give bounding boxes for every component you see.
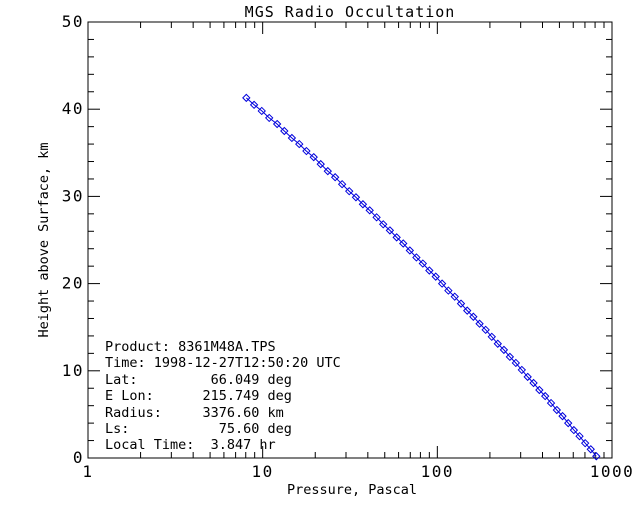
data-marker-diamond [418, 259, 428, 268]
data-marker-diamond [463, 306, 472, 315]
data-marker-diamond [450, 292, 459, 301]
data-marker-diamond [487, 332, 496, 341]
x-axis-label: Pressure, Pascal [286, 482, 418, 498]
data-marker-diamond [475, 319, 484, 328]
data-marker-diamond [412, 253, 421, 262]
data-marker-diamond [535, 385, 544, 395]
plot-box [87, 21, 613, 459]
data-marker-diamond [456, 299, 466, 308]
data-marker-diamond [511, 358, 521, 368]
data-line [245, 97, 597, 457]
data-marker-diamond [469, 312, 478, 321]
data-marker-diamond [546, 398, 556, 408]
data-marker-diamond [540, 391, 550, 401]
data-marker-diamond [444, 286, 453, 295]
y-tick-label: 10 [62, 361, 84, 380]
data-marker-diamond [358, 200, 368, 209]
data-marker-diamond [517, 365, 527, 375]
data-marker-diamond [563, 418, 573, 428]
data-marker-diamond [481, 325, 490, 335]
y-tick-label: 50 [62, 12, 84, 31]
data-marker-diamond [569, 425, 579, 435]
data-marker-diamond [302, 146, 311, 156]
y-tick-label: 30 [62, 186, 84, 205]
data-marker-diamond [499, 345, 509, 355]
x-tick-label: 100 [421, 462, 454, 481]
data-marker-diamond [295, 139, 304, 149]
data-marker-diamond [552, 405, 562, 415]
data-marker-diamond [372, 213, 381, 222]
annotation-line-product: Product: 8361M48A.TPS [105, 339, 276, 355]
y-tick-label: 40 [62, 99, 84, 118]
data-marker-diamond [272, 119, 282, 129]
data-marker-diamond [365, 206, 374, 215]
annotation-line-time: Time: 1998-12-27T12:50:20 UTC [105, 355, 341, 372]
metadata-annotation: Product: 8361M48A.TPS Time: 1998-12-27T1… [105, 339, 341, 454]
data-marker-diamond [431, 272, 440, 281]
data-marker-diamond [351, 193, 361, 202]
data-marker-diamond [405, 246, 415, 255]
data-marker-diamond [323, 166, 333, 176]
data-marker-diamond [309, 152, 318, 162]
data-marker-diamond [586, 445, 595, 454]
annotation-line-localtime: Local Time: 3.847 hr [105, 437, 276, 454]
data-marker-diamond [257, 106, 266, 116]
data-marker-diamond [529, 378, 538, 388]
data-marker-diamond [558, 411, 567, 421]
data-marker-diamond [592, 452, 601, 461]
data-marker-diamond [437, 279, 447, 288]
y-axis-label: Height above Surface, km [36, 142, 52, 338]
data-marker-diamond [575, 431, 584, 441]
data-marker-diamond [399, 239, 408, 248]
data-marker-diamond [337, 179, 347, 189]
data-marker-diamond [379, 220, 388, 229]
data-marker-diamond [505, 352, 515, 362]
annotation-line-elon: E Lon: 215.749 deg [105, 388, 292, 405]
data-marker-diamond [330, 173, 340, 182]
x-tick-label: 1000 [590, 462, 635, 481]
data-marker-diamond [523, 372, 532, 382]
data-marker-diamond [385, 226, 395, 235]
data-marker-diamond [264, 113, 274, 123]
annotation-line-radius: Radius: 3376.60 km [105, 404, 284, 421]
data-marker-diamond [249, 100, 259, 110]
data-marker-diamond [280, 126, 289, 136]
x-tick-label: 10 [252, 462, 274, 481]
data-marker-diamond [580, 438, 590, 448]
data-marker-diamond [425, 266, 434, 275]
annotation-line-ls: Ls: 75.60 deg [105, 421, 292, 438]
data-marker-diamond [316, 159, 325, 169]
annotation-line-lat: Lat: 66.049 deg [105, 371, 292, 388]
y-tick-label: 0 [73, 448, 84, 467]
data-marker-diamond [493, 339, 503, 348]
data-marker-diamond [287, 133, 297, 143]
data-marker-diamond [242, 93, 251, 103]
data-marker-diamond [345, 186, 354, 196]
x-tick-label: 1 [82, 462, 93, 481]
y-tick-label: 20 [62, 274, 84, 293]
data-marker-diamond [392, 233, 401, 242]
chart-title: MGS Radio Occultation [244, 3, 456, 21]
